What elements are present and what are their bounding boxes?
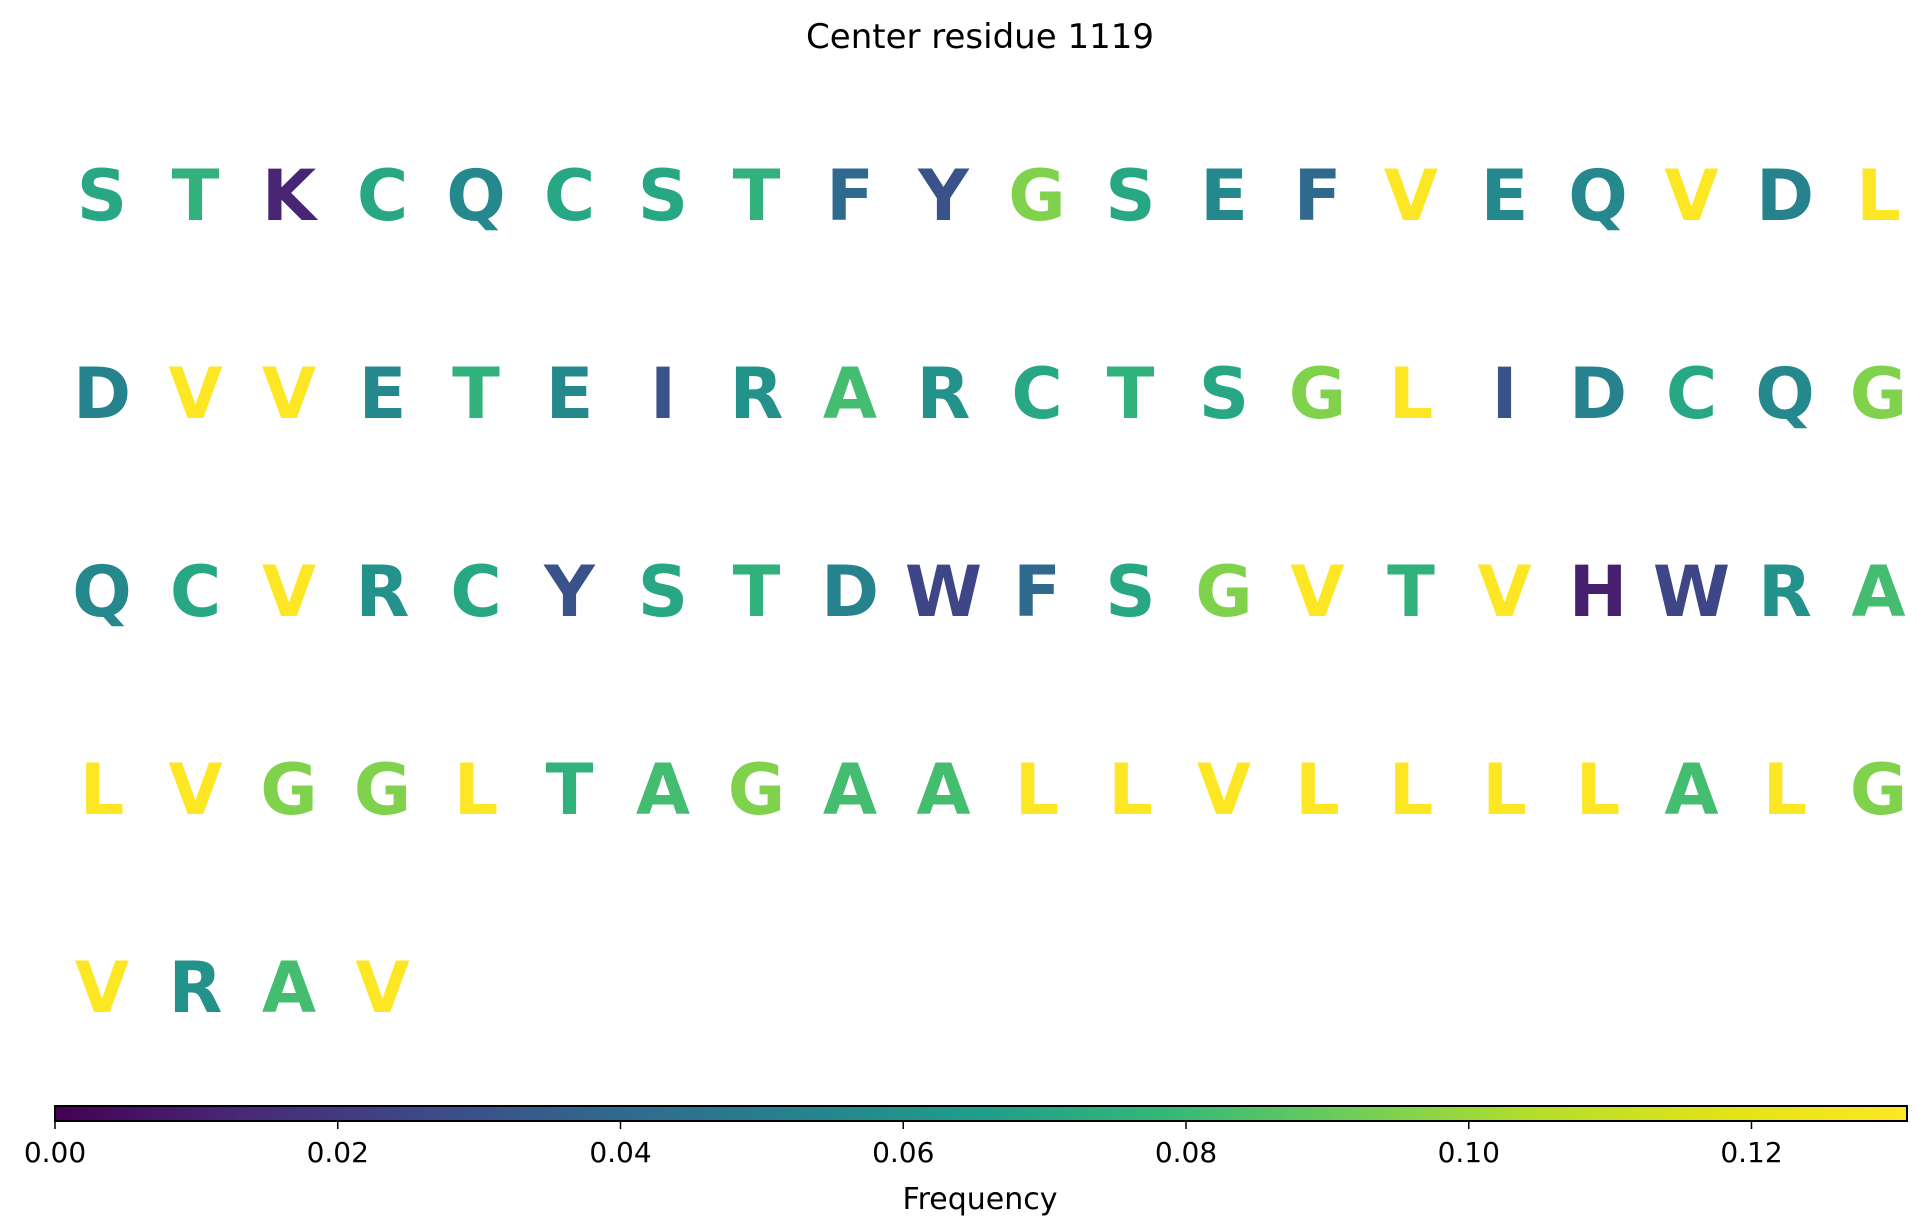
residue-letter: C (1666, 353, 1717, 435)
residue-letter: V (168, 749, 222, 831)
residue-letter: S (77, 155, 127, 237)
residue-letter: C (1011, 353, 1062, 435)
residue-letter: T (1107, 353, 1155, 435)
residue-letter: Q (1568, 155, 1628, 237)
residue-letter: V (262, 353, 316, 435)
residue-letter: L (80, 749, 125, 831)
residue-letter: E (1200, 155, 1248, 237)
residue-letter: T (172, 155, 220, 237)
residue-letter: V (1384, 155, 1438, 237)
colorbar-tick-label: 0.06 (872, 1136, 934, 1169)
residue-letter: R (356, 551, 410, 633)
residue-letter: W (905, 551, 982, 633)
residue-letter: C (170, 551, 221, 633)
residue-letter: L (454, 749, 499, 831)
colorbar-tick-label: 0.12 (1720, 1136, 1782, 1169)
residue-letter: D (821, 551, 879, 633)
residue-letter: V (168, 353, 222, 435)
residue-letter: L (1576, 749, 1621, 831)
colorbar-gradient (54, 1105, 1908, 1122)
residue-letter: A (823, 749, 877, 831)
residue-letter: T (546, 749, 594, 831)
residue-letter: G (1289, 353, 1346, 435)
residue-letter: G (1850, 353, 1907, 435)
residue-letter: S (638, 155, 688, 237)
residue-letter: G (354, 749, 411, 831)
residue-letter: L (1482, 749, 1527, 831)
residue-letter: R (169, 947, 223, 1029)
residue-letter: D (1756, 155, 1814, 237)
residue-letter: K (262, 155, 319, 237)
residue-letter: A (1851, 551, 1905, 633)
residue-letter: L (1389, 353, 1434, 435)
residue-letter: R (917, 353, 971, 435)
residue-letter: A (262, 947, 316, 1029)
residue-letter: L (1856, 155, 1901, 237)
residue-letter: C (450, 551, 501, 633)
residue-letter: A (916, 749, 970, 831)
residue-letter: S (1199, 353, 1249, 435)
residue-letter: S (1105, 155, 1155, 237)
residue-letters: S T K C Q C S T F Y G S E F V E Q V D LD V V E T E I R A R C T S G L I D C Q G… (72, 155, 1907, 1029)
residue-letter: V (1197, 749, 1251, 831)
residue-letter: Q (72, 551, 132, 633)
colorbar-tick-label: 0.04 (589, 1136, 651, 1169)
colorbar-tick-label: 0.10 (1438, 1136, 1500, 1169)
chart-title: Center residue 1119 (806, 17, 1154, 57)
residue-letter: G (728, 749, 785, 831)
residue-letter: R (1758, 551, 1812, 633)
residue-letter: E (546, 353, 594, 435)
residue-letter: F (1013, 551, 1061, 633)
residue-letter: T (452, 353, 500, 435)
residue-letter: Y (543, 551, 596, 633)
residue-letter: L (1295, 749, 1340, 831)
residue-letter: F (1294, 155, 1342, 237)
residue-letter: V (1477, 551, 1531, 633)
colorbar-tick-label: 0.00 (24, 1136, 86, 1169)
residue-letter: S (638, 551, 688, 633)
colorbar-ticks: 0.00 0.02 0.04 0.06 0.08 0.10 0.12 (24, 1121, 1783, 1169)
residue-letter: T (733, 551, 781, 633)
colorbar: 0.00 0.02 0.04 0.06 0.08 0.10 0.12 Frequency (24, 1105, 1908, 1217)
residue-letter: V (1290, 551, 1344, 633)
residue-letter: D (73, 353, 131, 435)
residue-letter: L (1389, 749, 1434, 831)
residue-letter: L (1763, 749, 1808, 831)
residue-letter: E (1481, 155, 1529, 237)
residue-letter: E (359, 353, 407, 435)
residue-letter: V (1664, 155, 1718, 237)
colorbar-tick-label: 0.08 (1155, 1136, 1217, 1169)
residue-letter: D (1569, 353, 1627, 435)
residue-letter: A (636, 749, 690, 831)
residue-letter: L (1108, 749, 1153, 831)
colorbar-label: Frequency (903, 1182, 1058, 1217)
residue-letter: V (262, 551, 316, 633)
residue-letter: Q (1755, 353, 1815, 435)
residue-letter: C (544, 155, 595, 237)
residue-letter: Y (917, 155, 970, 237)
residue-letter: I (1491, 353, 1517, 435)
residue-letter: G (1195, 551, 1252, 633)
residue-letter: T (1387, 551, 1435, 633)
residue-letter: V (355, 947, 409, 1029)
residue-letter: I (650, 353, 676, 435)
residue-letter: L (1015, 749, 1060, 831)
residue-letter: A (1664, 749, 1718, 831)
residue-letter: C (357, 155, 408, 237)
residue-letter: Q (446, 155, 506, 237)
residue-letter: W (1653, 551, 1730, 633)
residue-letter: G (260, 749, 317, 831)
residue-letter: F (826, 155, 874, 237)
colorbar-tick-label: 0.02 (307, 1136, 369, 1169)
residue-letter: G (1008, 155, 1065, 237)
residue-letter: H (1569, 551, 1628, 633)
residue-letter: S (1105, 551, 1155, 633)
residue-letter: V (75, 947, 129, 1029)
residue-letter: T (733, 155, 781, 237)
residue-letter: A (823, 353, 877, 435)
residue-letter: R (730, 353, 784, 435)
residue-letter: G (1850, 749, 1907, 831)
